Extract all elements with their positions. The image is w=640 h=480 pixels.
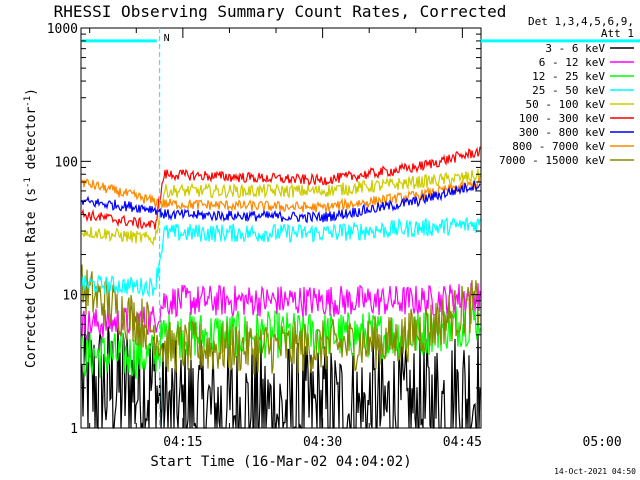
legend-label: 12 - 25 keV (532, 70, 605, 83)
series-line (81, 169, 481, 247)
date-stamp: 14-Oct-2021 04:50 (554, 467, 636, 476)
x-tick-label: 04:45 (443, 435, 482, 450)
x-axis-label: Start Time (16-Mar-02 04:04:02) (150, 454, 411, 470)
y-tick-label: 1 (70, 422, 78, 437)
legend-label: 100 - 300 keV (519, 112, 605, 125)
legend-label: 800 - 7000 keV (512, 140, 605, 153)
night-flag-label: N (164, 33, 170, 44)
eclipse-markers: N (82, 28, 640, 428)
y-tick-label: 1000 (47, 22, 78, 37)
series-line (81, 176, 481, 213)
legend-label: 6 - 12 keV (539, 56, 606, 69)
x-tick-label: 04:15 (163, 435, 202, 450)
legend-label: 3 - 6 keV (545, 42, 605, 55)
series-line (81, 146, 481, 230)
series-line (81, 180, 481, 224)
y-axis-label: Corrected Count Rate (s-1 detector-1) (23, 88, 39, 368)
series-line (81, 264, 481, 375)
y-tick-label: 10 (62, 289, 78, 304)
legend-label: 25 - 50 keV (532, 84, 605, 97)
y-tick-label: 100 (55, 155, 78, 170)
series-line (81, 282, 481, 341)
legend-label: 7000 - 15000 keV (499, 154, 605, 167)
legend-header: Det 1,3,4,5,6,9, (528, 15, 634, 28)
series-traces (81, 146, 481, 430)
x-tick-label: 04:30 (303, 435, 342, 450)
chart-title: RHESSI Observing Summary Count Rates, Co… (54, 2, 507, 21)
series-line (81, 315, 481, 430)
legend-label: 300 - 800 keV (519, 126, 605, 139)
series-line (81, 216, 481, 298)
legend-label: 50 - 100 keV (526, 98, 606, 111)
x-tick-label: 05:00 (583, 435, 622, 450)
plot-frame (80, 27, 482, 429)
legend-header: Att 1 (601, 27, 634, 40)
